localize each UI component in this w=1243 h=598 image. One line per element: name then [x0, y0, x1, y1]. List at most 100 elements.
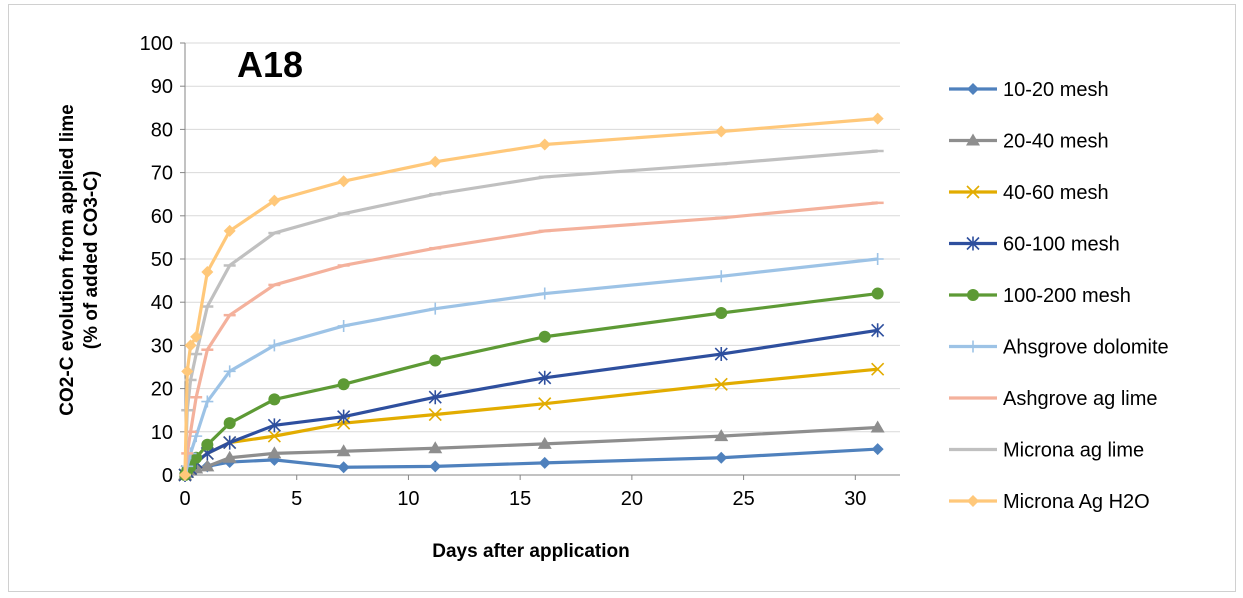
data-point — [870, 420, 885, 433]
x-axis-title: Days after application — [432, 541, 629, 562]
series-line — [183, 257, 878, 476]
chart-area: 0 10 20 30 40 50 60 70 80 90 100 0 5 10 15 20 25 30 10-20… — [8, 4, 1236, 592]
y-tick-label: 20 — [151, 379, 173, 401]
legend-label: 20-40 mesh — [1003, 131, 1109, 153]
data-point — [268, 393, 281, 406]
data-point — [181, 365, 194, 378]
data-point — [267, 446, 282, 459]
data-point — [223, 417, 236, 430]
data-point — [268, 339, 281, 352]
y-tick-label: 70 — [151, 163, 173, 185]
legend: 10-20 mesh 20-40 mesh 40-60 mesh 60-100 mes… — [949, 79, 1169, 513]
series-line — [183, 149, 878, 476]
y-tick-label: 30 — [151, 335, 173, 357]
data-point — [337, 175, 350, 188]
data-point — [184, 339, 197, 352]
data-point — [179, 469, 191, 481]
data-point — [871, 443, 884, 456]
gridlines — [185, 42, 900, 476]
legend-swatch-marker — [967, 340, 979, 353]
x-tick-label: 0 — [179, 488, 190, 510]
data-point — [871, 287, 884, 300]
y-tick-label: 0 — [162, 465, 173, 487]
data-point — [429, 460, 442, 473]
data-point — [336, 444, 351, 457]
series-60-100-mesh — [178, 323, 885, 482]
data-point — [337, 409, 351, 424]
data-point — [871, 112, 884, 125]
legend-item: 10-20 mesh — [949, 79, 1109, 101]
series-line — [183, 201, 878, 476]
y-axis-title-line-1: CO2-C evolution from applied lime — [57, 104, 78, 415]
legend-swatch-marker — [966, 185, 980, 199]
series-line — [183, 291, 878, 476]
series-20-40-mesh — [178, 420, 885, 480]
legend-label: 40-60 mesh — [1003, 182, 1109, 204]
legend-swatch-marker — [966, 133, 980, 146]
legend-item: 60-100 mesh — [949, 234, 1120, 256]
data-point — [537, 436, 552, 449]
legend-item: Ashgrove ag lime — [949, 388, 1158, 410]
data-point — [538, 138, 551, 151]
y-axis-title-line-2: (% of added CO3-C) — [81, 171, 102, 349]
legend-label: Ashgrove ag lime — [1003, 388, 1158, 410]
data-point — [267, 429, 281, 443]
legend-swatch-marker — [967, 83, 979, 95]
y-tick-label: 80 — [151, 119, 173, 141]
data-point — [538, 287, 551, 300]
data-point — [428, 441, 443, 454]
data-point — [715, 307, 728, 319]
legend-item: Microna Ag H2O — [949, 491, 1150, 513]
series-microna-ag-h2o — [179, 112, 884, 481]
legend-label: 10-20 mesh — [1003, 79, 1109, 101]
y-tick-label: 40 — [151, 292, 173, 314]
data-point — [538, 456, 551, 469]
data-point — [538, 370, 552, 385]
data-point — [337, 378, 350, 391]
series-ahsgrove-dolomite — [179, 253, 884, 481]
x-tick-label: 25 — [732, 488, 754, 510]
data-point — [429, 354, 442, 367]
data-point — [715, 451, 728, 464]
legend-label: Ahsgrove dolomite — [1003, 337, 1169, 359]
legend-item: 20-40 mesh — [949, 131, 1109, 153]
legend-swatch-marker — [967, 289, 979, 301]
legend-item: 100-200 mesh — [949, 285, 1131, 307]
y-tick-label: 100 — [140, 33, 173, 55]
data-point — [871, 362, 885, 376]
data-series — [178, 112, 885, 482]
legend-swatch-marker — [967, 495, 979, 507]
data-point — [714, 377, 728, 391]
line-chart: 0 10 20 30 40 50 60 70 80 90 100 0 5 10 15 20 25 30 10-20… — [57, 33, 1169, 562]
data-point — [337, 461, 350, 474]
data-point — [429, 302, 442, 315]
data-point — [715, 125, 728, 138]
x-tick-label: 10 — [397, 488, 419, 510]
axes: 0 10 20 30 40 50 60 70 80 90 100 0 5 10 15 20 25 30 — [140, 33, 900, 510]
data-point — [201, 265, 214, 278]
data-point — [201, 395, 214, 408]
legend-swatch-marker — [966, 236, 980, 251]
data-point — [538, 330, 551, 343]
legend-item: Microna ag lime — [949, 440, 1144, 462]
data-point — [714, 347, 728, 362]
data-point — [337, 319, 350, 332]
data-point — [429, 155, 442, 168]
data-point — [190, 330, 203, 343]
data-point — [538, 397, 552, 411]
y-tick-label: 10 — [151, 422, 173, 444]
data-point — [268, 194, 281, 207]
legend-item: Ahsgrove dolomite — [949, 337, 1169, 359]
series-microna-ag-lime — [179, 149, 884, 477]
data-point — [714, 429, 729, 442]
x-tick-label: 30 — [844, 488, 866, 510]
legend-label: Microna Ag H2O — [1003, 491, 1150, 513]
chart-title: A18 — [237, 44, 303, 85]
legend-label: Microna ag lime — [1003, 440, 1144, 462]
y-tick-label: 90 — [151, 76, 173, 98]
data-point — [190, 451, 203, 464]
data-point — [267, 418, 281, 433]
data-point — [871, 253, 884, 265]
x-tick-label: 20 — [621, 488, 643, 510]
y-tick-label: 50 — [151, 249, 173, 271]
